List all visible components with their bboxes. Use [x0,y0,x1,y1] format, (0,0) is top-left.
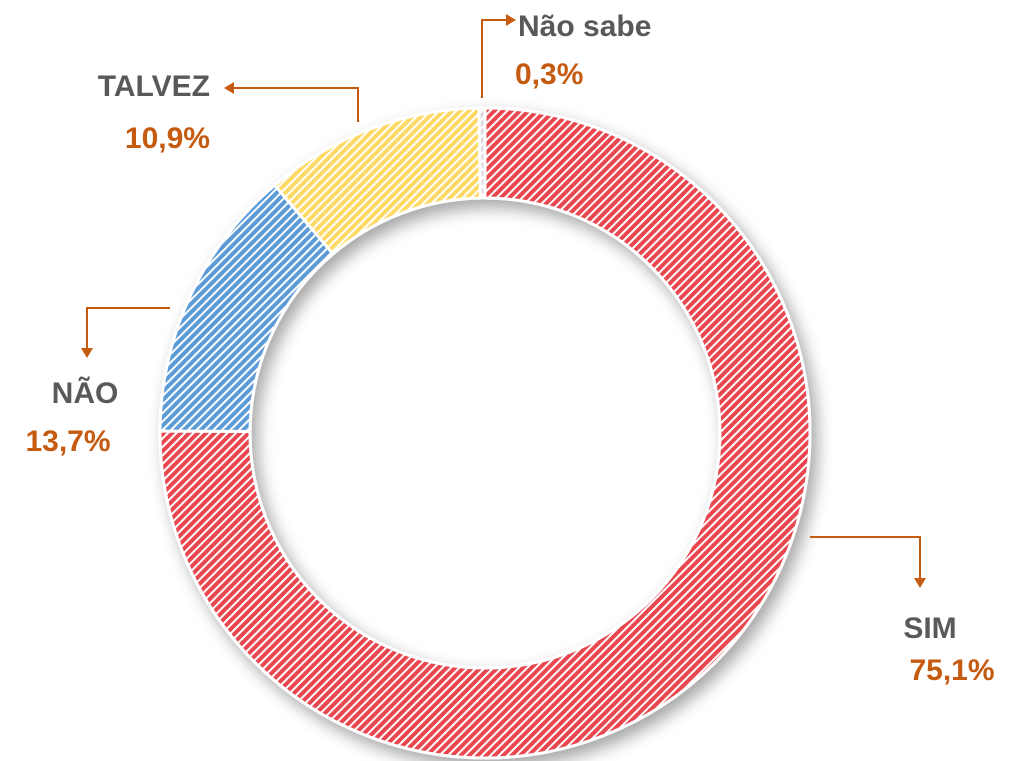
arrow-head [224,82,234,94]
donut [158,106,812,760]
category-label: TALVEZ [98,70,210,103]
category-label: SIM [903,612,956,645]
arrow-head [81,348,93,358]
leader-line [86,307,170,350]
category-label: NÃO [52,376,119,410]
leader-line [232,87,359,122]
arrow-head [506,14,516,26]
slice [158,106,812,760]
category-label: Não sabe [518,10,651,43]
value-label: 13,7% [25,425,110,458]
value-label: 75,1% [909,654,994,687]
leader-line [810,536,921,580]
value-label: 0,3% [515,58,583,91]
leader-line [481,19,508,98]
arrow-head [914,578,926,588]
slice [477,106,487,200]
leader-lines [81,14,926,588]
value-label: 10,9% [125,122,210,155]
